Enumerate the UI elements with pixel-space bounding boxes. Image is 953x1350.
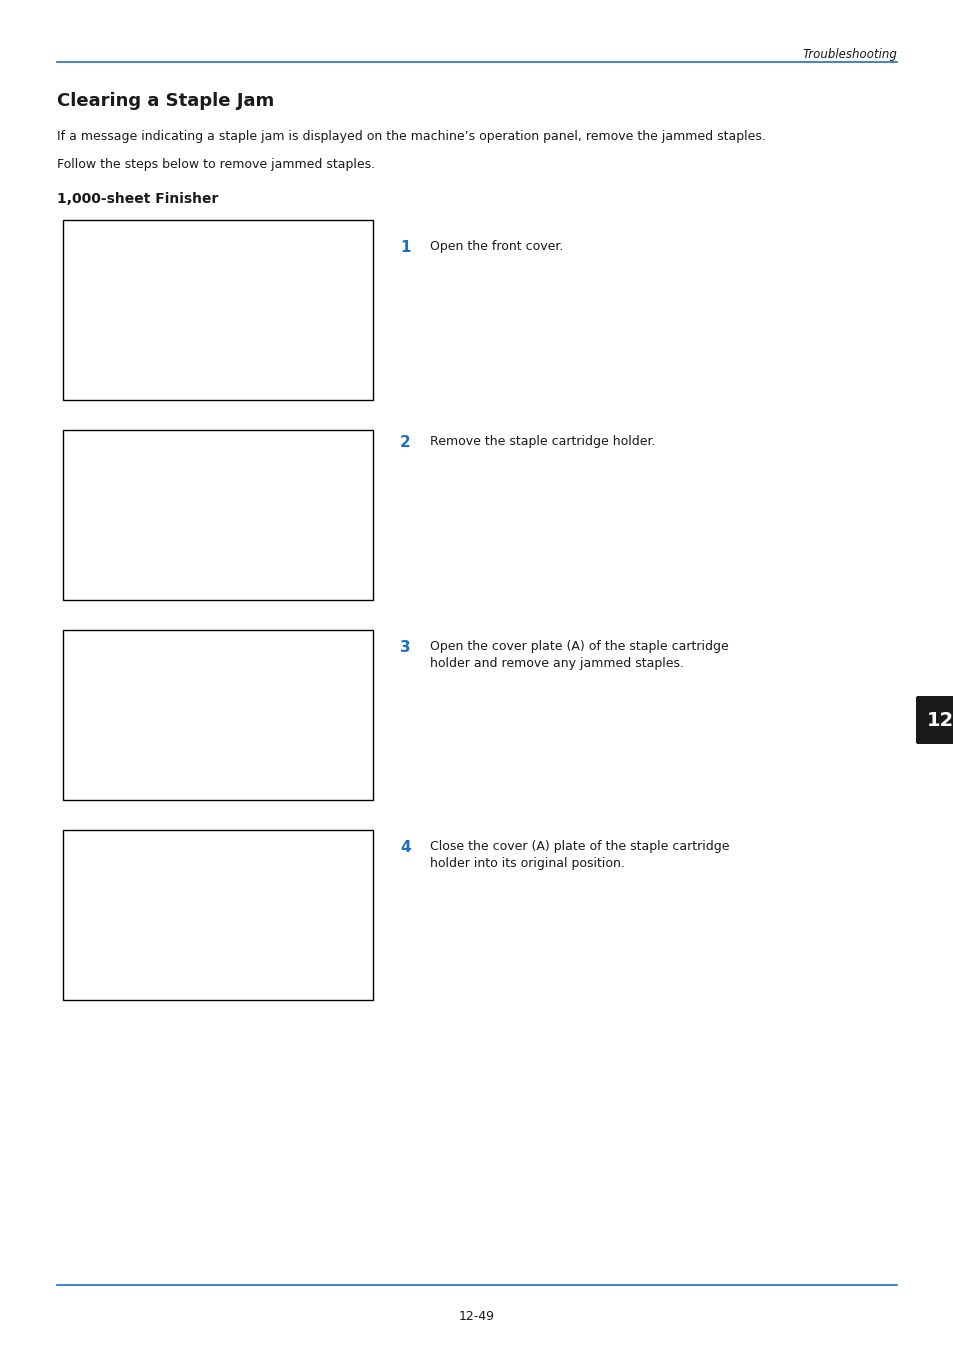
FancyBboxPatch shape xyxy=(915,697,953,744)
Text: Close the cover (A) plate of the staple cartridge
holder into its original posit: Close the cover (A) plate of the staple … xyxy=(430,840,729,869)
Text: 1: 1 xyxy=(399,240,410,255)
Text: Remove the staple cartridge holder.: Remove the staple cartridge holder. xyxy=(430,435,655,448)
Bar xyxy=(63,830,373,1000)
Text: Open the front cover.: Open the front cover. xyxy=(430,240,563,252)
Text: Troubleshooting: Troubleshooting xyxy=(801,49,896,61)
Text: Open the cover plate (A) of the staple cartridge
holder and remove any jammed st: Open the cover plate (A) of the staple c… xyxy=(430,640,728,670)
Text: 4: 4 xyxy=(399,840,410,855)
Text: 12-49: 12-49 xyxy=(458,1310,495,1323)
Text: If a message indicating a staple jam is displayed on the machine’s operation pan: If a message indicating a staple jam is … xyxy=(57,130,765,143)
Text: Follow the steps below to remove jammed staples.: Follow the steps below to remove jammed … xyxy=(57,158,375,171)
Text: Clearing a Staple Jam: Clearing a Staple Jam xyxy=(57,92,274,109)
Bar xyxy=(63,220,373,400)
Text: 3: 3 xyxy=(399,640,410,655)
Text: 12: 12 xyxy=(925,710,953,729)
Bar xyxy=(63,431,373,599)
Text: 2: 2 xyxy=(399,435,411,450)
Bar xyxy=(63,630,373,801)
Text: 1,000-sheet Finisher: 1,000-sheet Finisher xyxy=(57,192,218,207)
